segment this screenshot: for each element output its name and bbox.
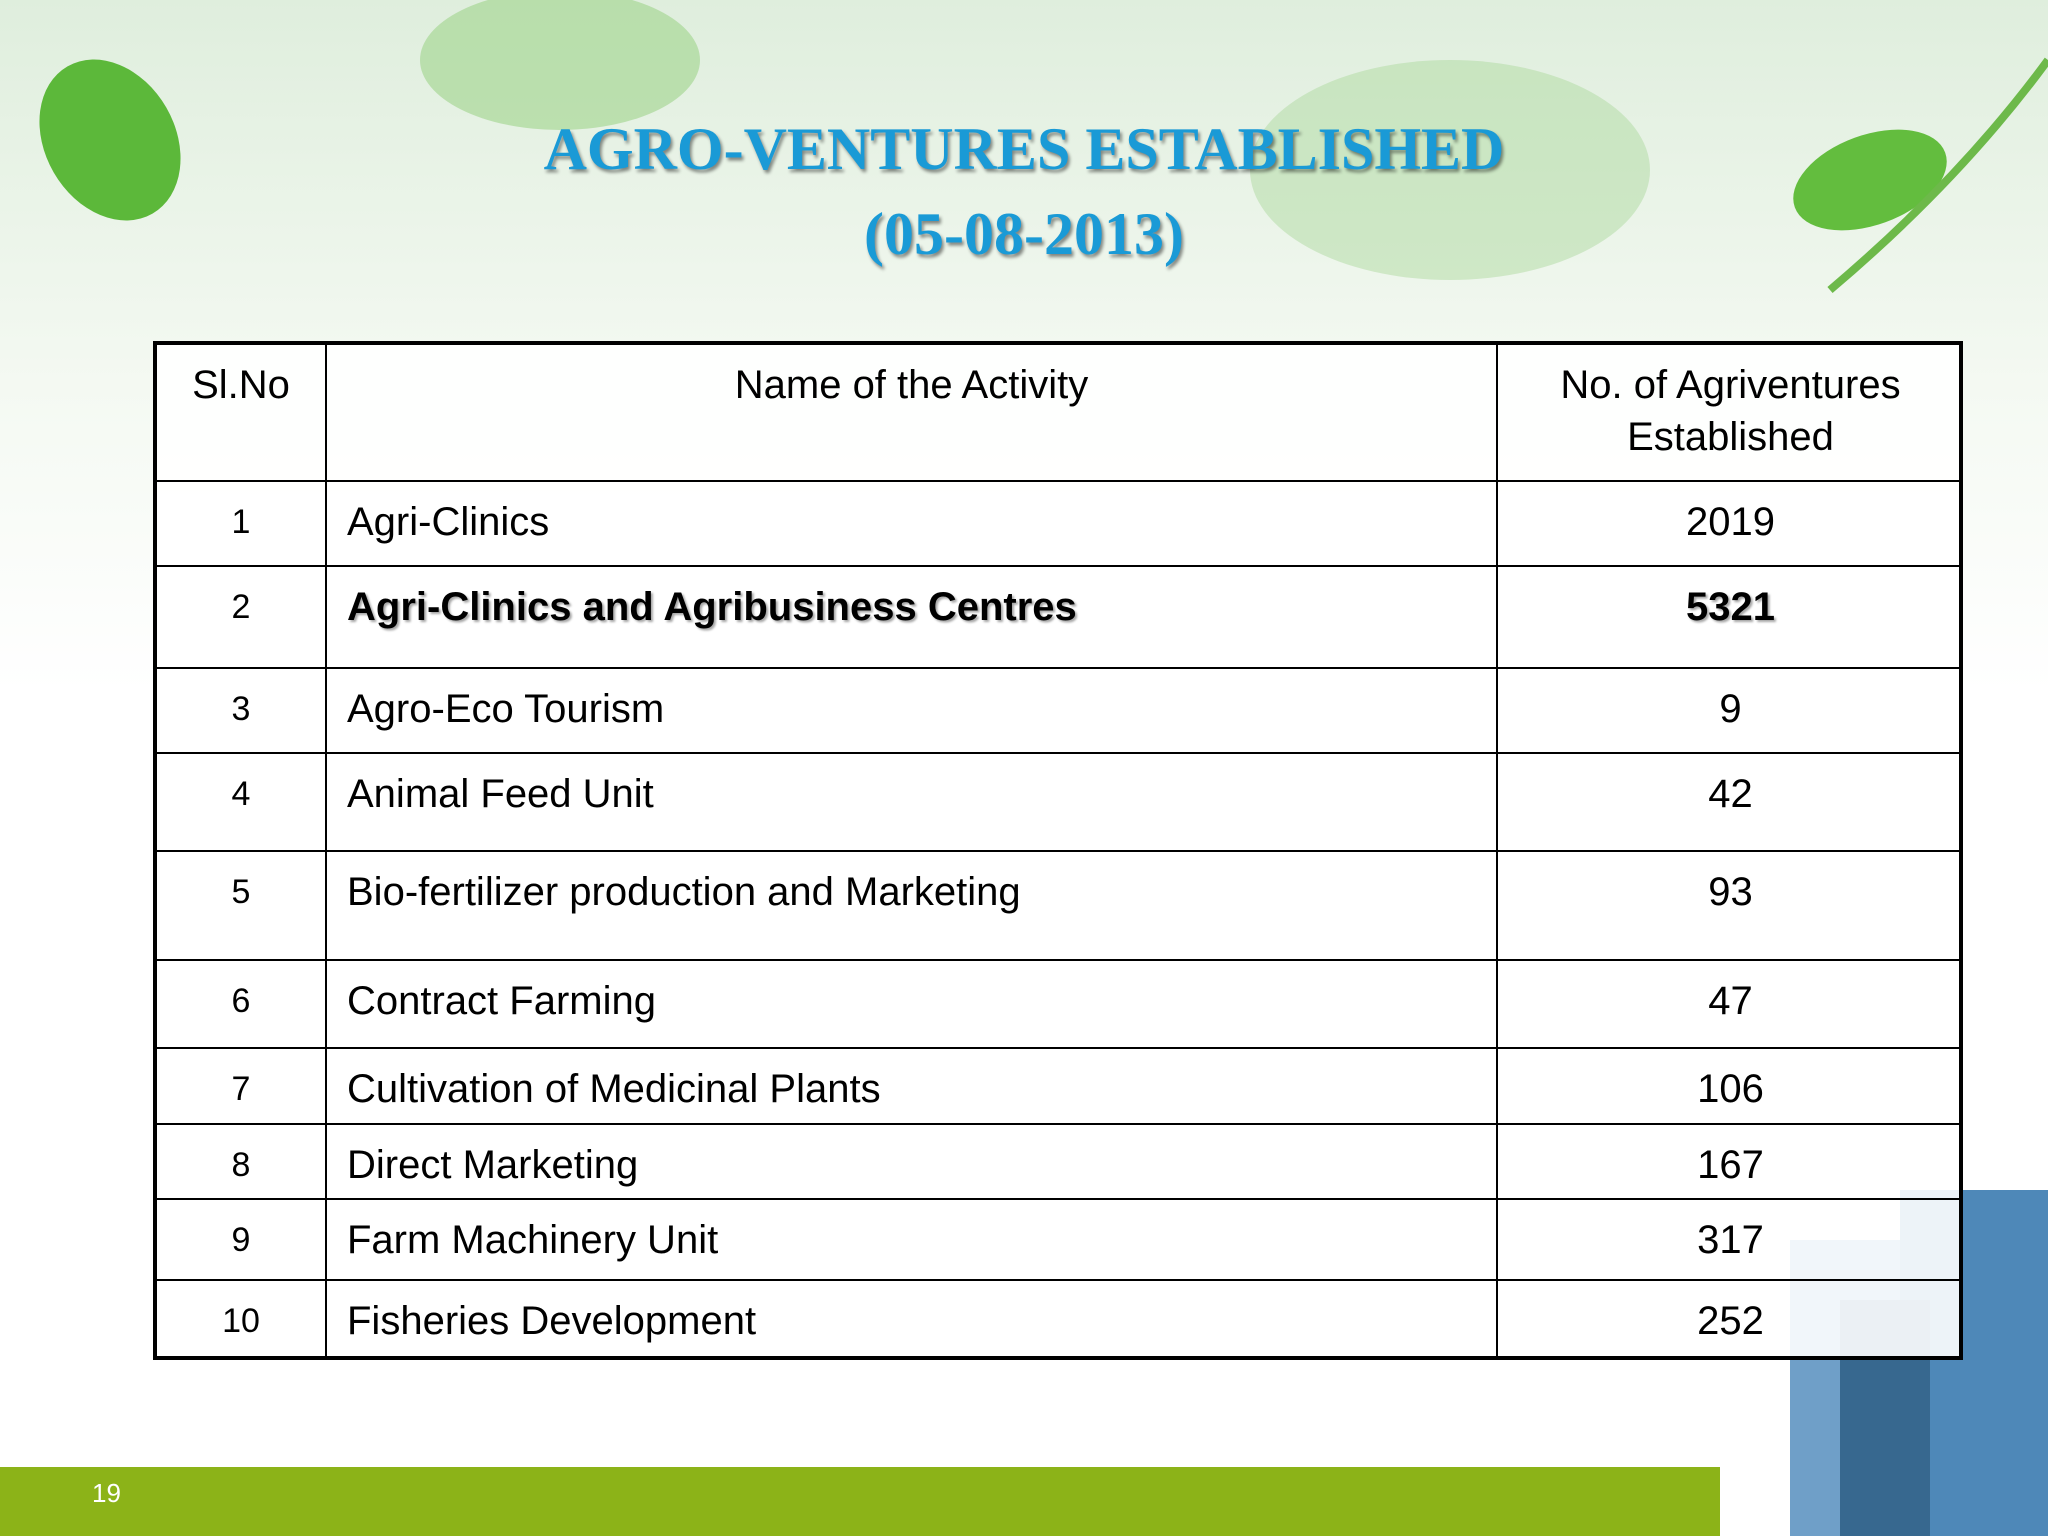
table-cell: 9 — [157, 1200, 327, 1281]
table-cell: 42 — [1498, 754, 1963, 852]
page-number: 19 — [92, 1478, 121, 1508]
table-cell: 6 — [157, 961, 327, 1049]
table-cell: 106 — [1498, 1049, 1963, 1125]
table-cell: 3 — [157, 669, 327, 754]
table-cell: Cultivation of Medicinal Plants — [327, 1049, 1498, 1125]
table-cell: 2 — [157, 567, 327, 669]
table-cell: 93 — [1498, 852, 1963, 961]
table-cell: Agri-Clinics — [327, 482, 1498, 567]
table-cell: Direct Marketing — [327, 1125, 1498, 1200]
table-cell: 4 — [157, 754, 327, 852]
table-cell: Contract Farming — [327, 961, 1498, 1049]
table-cell: 10 — [157, 1281, 327, 1360]
table-cell: 9 — [1498, 669, 1963, 754]
subtitle: (05-08-2013) — [864, 201, 1184, 267]
table-cell: 7 — [157, 1049, 327, 1125]
column-header: No. of Agriventures Established — [1498, 345, 1963, 482]
leaf — [1250, 60, 1650, 280]
table-cell: Farm Machinery Unit — [327, 1200, 1498, 1281]
table: Sl.No Name of the Activity No. of Agrivent… — [153, 341, 1963, 1360]
table-cell: Agro-Eco Tourism — [327, 669, 1498, 754]
table-cell: 5 — [157, 852, 327, 961]
leaf — [39, 59, 181, 221]
footer-bar — [0, 1467, 1720, 1536]
leaf — [1793, 129, 1947, 231]
table-cell: 167 — [1498, 1125, 1963, 1200]
table-cell: 252 — [1697, 1299, 1764, 1343]
table-cell: Fisheries Development — [327, 1281, 1498, 1360]
table-cell: 2019 — [1498, 482, 1963, 567]
column-header: Name of the Activity — [327, 345, 1498, 482]
table-cell: 5321 — [1498, 567, 1963, 669]
table-cell: 8 — [157, 1125, 327, 1200]
table-cell: Animal Feed Unit — [327, 754, 1498, 852]
title: AGRO-VENTURES ESTABLISHED — [543, 116, 1505, 182]
table-cell: 1 — [157, 482, 327, 567]
table-cell: 47 — [1498, 961, 1963, 1049]
leaf — [420, 0, 700, 130]
stem — [1827, 57, 2048, 294]
table-cell: 317 — [1498, 1200, 1963, 1281]
table-cell: Agri-Clinics and Agribusiness Centres — [327, 567, 1498, 669]
column-header: Sl.No — [157, 345, 327, 482]
table-cell: Bio-fertilizer production and Marketing — [327, 852, 1498, 961]
